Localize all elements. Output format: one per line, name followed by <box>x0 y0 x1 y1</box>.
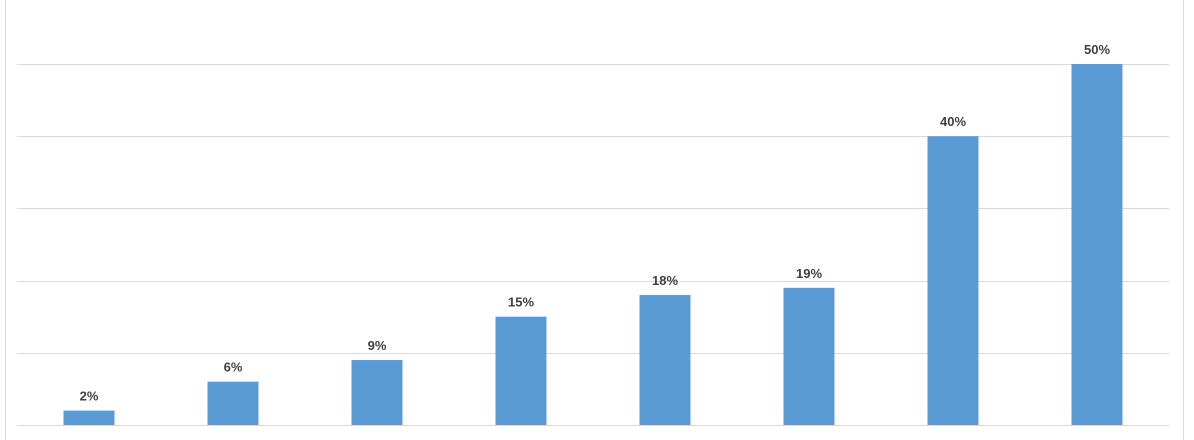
bar <box>783 287 835 425</box>
data-label: 18% <box>652 273 678 288</box>
data-label: 9% <box>368 338 387 353</box>
data-label: 15% <box>508 295 534 310</box>
bar <box>351 360 403 425</box>
bar <box>1071 64 1123 425</box>
data-label: 19% <box>796 266 822 281</box>
bar <box>207 381 259 425</box>
bar <box>927 136 979 425</box>
bar <box>63 410 115 425</box>
data-label: 6% <box>224 360 243 375</box>
data-label: 50% <box>1084 42 1110 57</box>
data-label: 40% <box>940 114 966 129</box>
chart-frame <box>5 0 1184 440</box>
bar <box>639 295 691 425</box>
bar <box>495 316 547 425</box>
data-label: 2% <box>80 389 99 404</box>
